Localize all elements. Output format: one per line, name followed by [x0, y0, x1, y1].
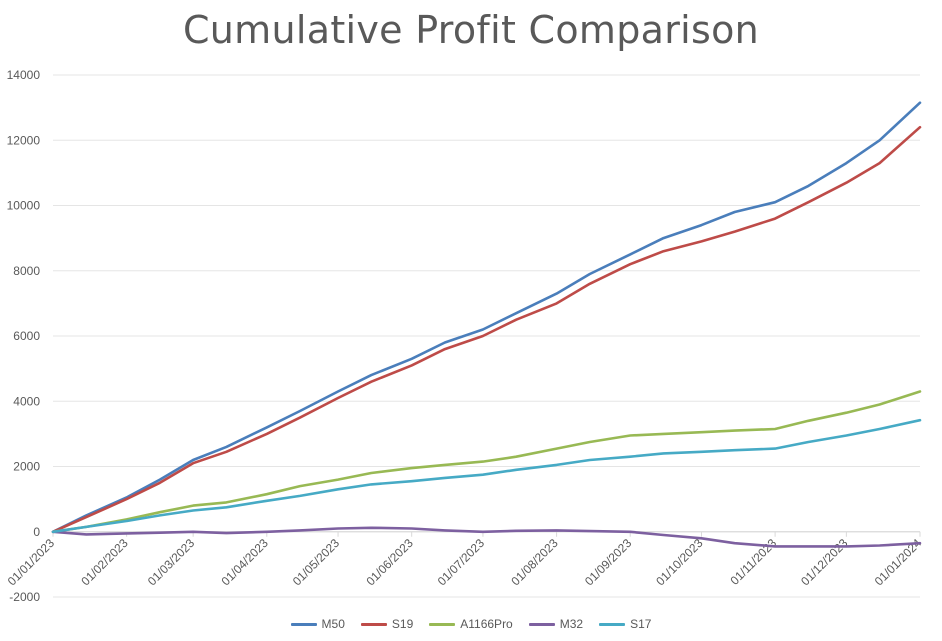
x-tick-label: 01/05/2023 [290, 536, 343, 589]
y-tick-label: 12000 [7, 133, 41, 147]
legend-item-m50: M50 [290, 617, 345, 631]
legend-label: M32 [559, 617, 584, 631]
legend-label: S19 [391, 617, 414, 631]
legend-label: M50 [321, 617, 345, 631]
series-line-s19 [51, 125, 922, 534]
x-tick-label: 01/01/2023 [5, 536, 58, 589]
chart-title: Cumulative Profit Comparison [182, 8, 760, 52]
y-tick-label: 4000 [13, 394, 40, 408]
legend-label: S17 [630, 617, 652, 631]
legend-item-s17: S17 [599, 617, 651, 631]
x-tick-label: 01/12/2023 [798, 536, 851, 589]
y-tick-label: 2000 [13, 460, 40, 474]
y-tick-label: 10000 [7, 199, 41, 213]
x-tick-label: 01/06/2023 [363, 536, 416, 589]
legend-item-a1166pro: A1166Pro [429, 617, 513, 631]
x-tick-label: 01/09/2023 [582, 536, 635, 589]
y-tick-label: 14000 [7, 68, 41, 82]
legend-swatch [599, 622, 626, 626]
x-tick-label: 01/02/2023 [78, 536, 131, 589]
series-line-m50 [51, 101, 922, 534]
x-tick-label: 01/04/2023 [219, 536, 272, 589]
legend-swatch [360, 622, 387, 626]
series-line-a1166pro [51, 390, 922, 534]
legend: M50 S19 A1166Pro M32 S17 [0, 617, 942, 631]
series-line-s17 [51, 418, 922, 534]
legend-item-m32: M32 [528, 617, 584, 631]
x-axis-tick-labels: 01/01/2023 01/02/2023 01/03/2023 01/04/2023… [5, 536, 925, 589]
legend-item-s19: S19 [360, 617, 414, 631]
series-line-m32 [51, 526, 922, 548]
x-tick-label: 01/10/2023 [653, 536, 706, 589]
x-tick-label: 01/03/2023 [145, 536, 198, 589]
x-tick-label: 01/07/2023 [435, 536, 488, 589]
legend-label: A1166Pro [460, 617, 513, 631]
y-tick-label: 0 [33, 525, 40, 539]
series-lines [51, 101, 922, 548]
y-tick-label: 6000 [13, 329, 40, 343]
y-axis-tick-labels: -2000 0 2000 4000 6000 8000 10000 12000 14000 [7, 68, 41, 604]
legend-swatch [429, 622, 456, 626]
y-tick-label: 8000 [13, 264, 40, 278]
x-tick-label: 01/08/2023 [508, 536, 561, 589]
y-tick-label: -2000 [9, 590, 40, 604]
legend-swatch [290, 622, 317, 626]
gridlines [52, 74, 921, 598]
legend-swatch [528, 622, 555, 626]
